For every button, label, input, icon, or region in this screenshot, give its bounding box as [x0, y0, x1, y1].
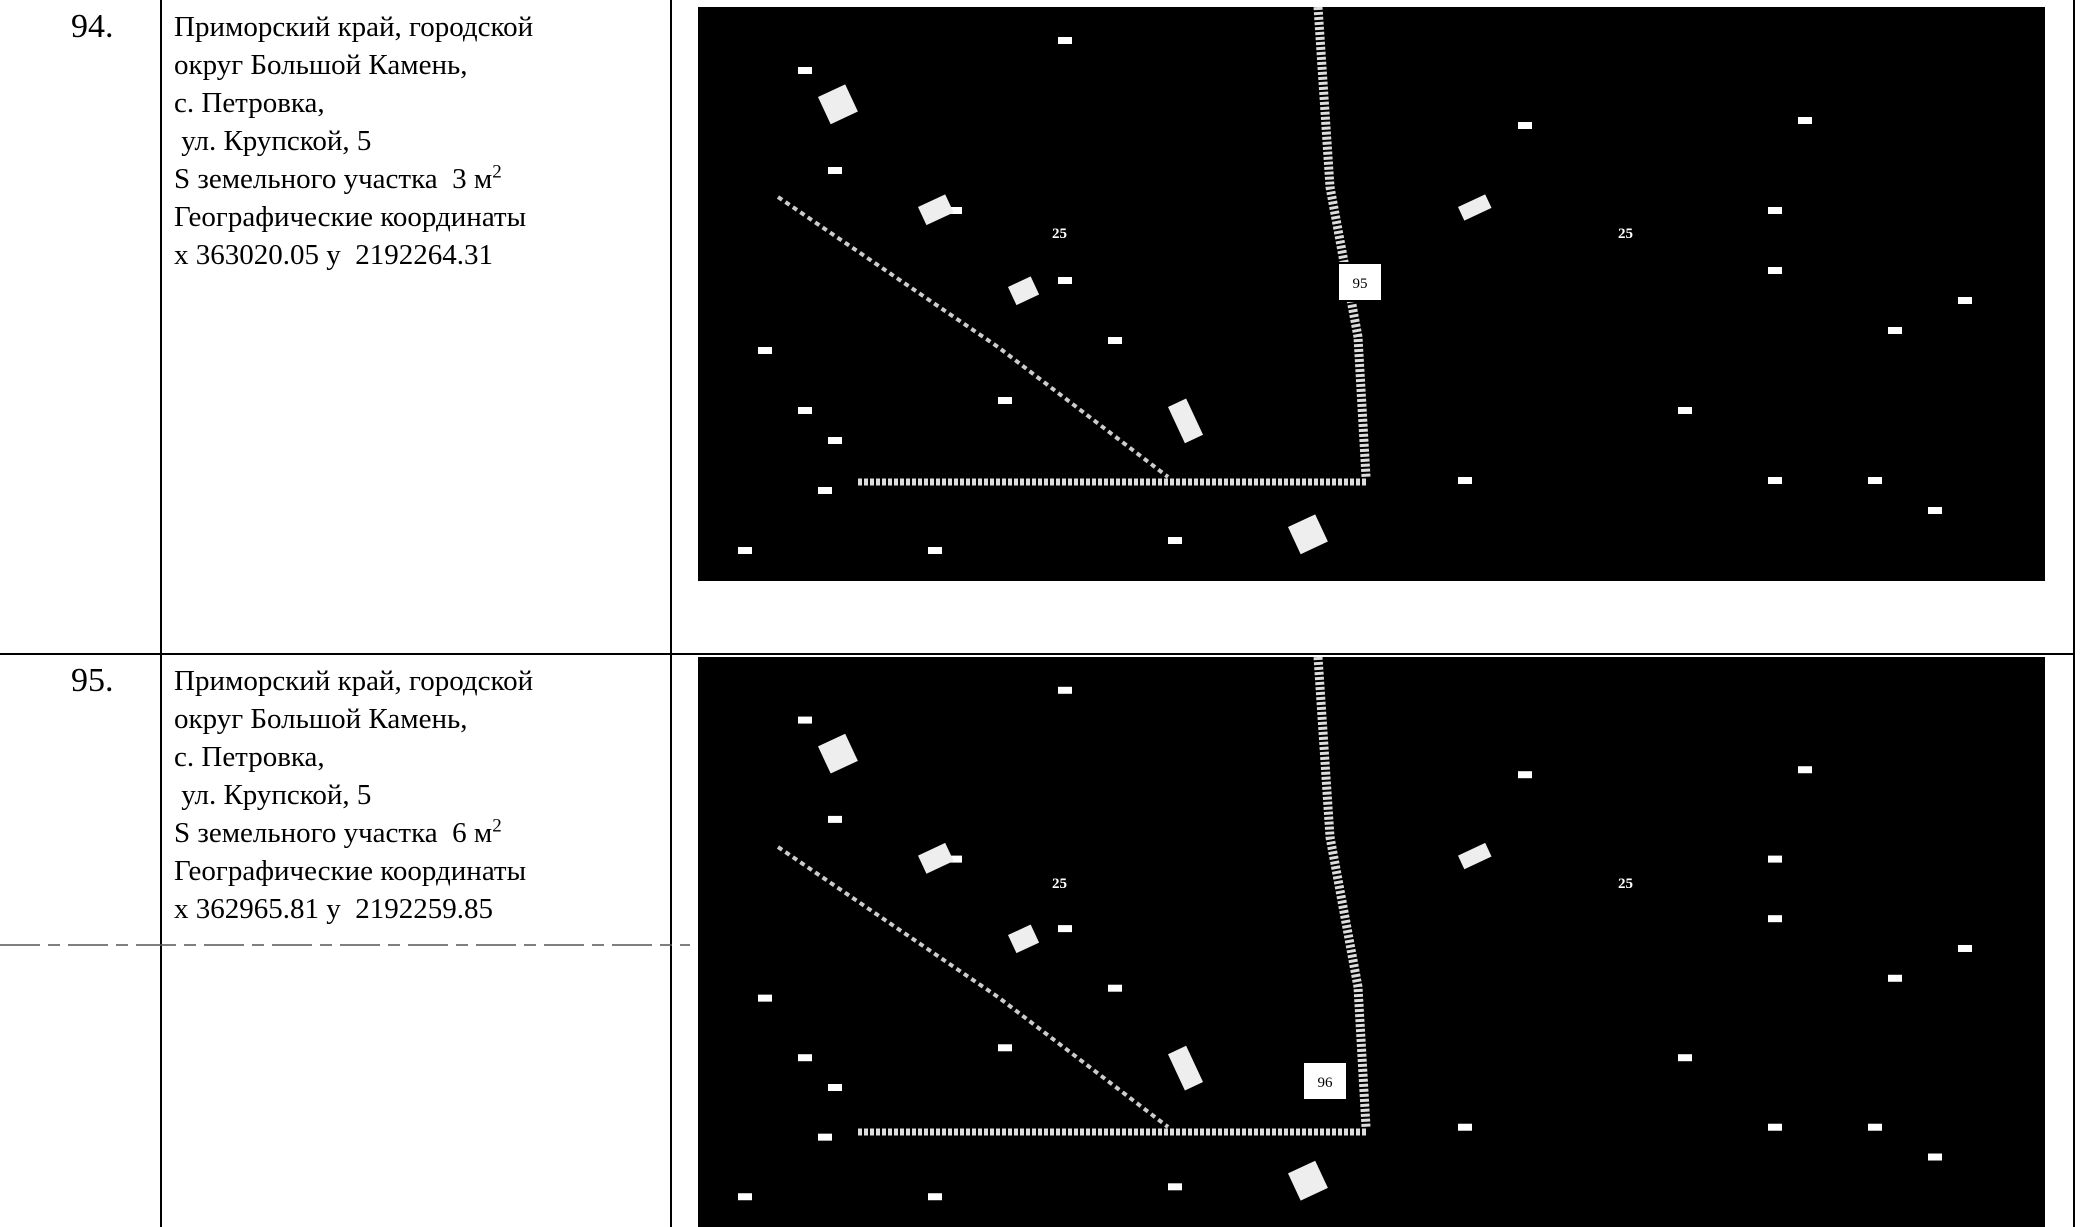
map-feature: [818, 1133, 832, 1141]
superscript: 2: [492, 815, 502, 837]
road: [776, 845, 1170, 1129]
row-number: 94.: [71, 8, 114, 45]
road: [1313, 656, 1371, 1128]
parcel-tag: [1302, 1061, 1348, 1101]
map-label: 25: [1618, 226, 1633, 242]
row-text-line: округ Большой Камень,: [174, 703, 468, 735]
row-text-line: S земельного участка 6 м2: [174, 815, 502, 849]
map-building: [1288, 1160, 1328, 1201]
map-feature: [948, 855, 962, 863]
map-feature: [1768, 207, 1782, 214]
map-feature: [1458, 477, 1472, 484]
map-feature: [1958, 944, 1972, 952]
map-building: [1168, 398, 1204, 444]
map-label: 25: [1052, 226, 1067, 242]
map-feature: [1888, 327, 1902, 334]
road: [776, 195, 1170, 479]
parcel-tag: [1337, 262, 1383, 302]
map-feature: [1768, 915, 1782, 923]
map-feature: [948, 207, 962, 214]
map-feature: [828, 167, 842, 174]
map-building: [918, 194, 954, 226]
map-feature: [1888, 974, 1902, 982]
map-feature: [1518, 122, 1532, 129]
map-feature: [1108, 337, 1122, 344]
map-feature: [1798, 117, 1812, 124]
row-number: 95.: [71, 662, 114, 699]
map-feature: [1798, 766, 1812, 774]
map-building: [1008, 924, 1040, 954]
map-feature: [1108, 984, 1122, 992]
map-feature: [828, 815, 842, 823]
map-feature: [1678, 407, 1692, 414]
row-text-line: ул. Крупской, 5: [174, 125, 372, 157]
map-feature: [738, 547, 752, 554]
superscript: 2: [492, 161, 502, 183]
map-building: [1168, 1045, 1204, 1091]
map-feature: [1458, 1123, 1472, 1131]
row-text-line: Приморский край, городской: [174, 665, 534, 697]
map-feature: [798, 1054, 812, 1062]
map-feature: [798, 407, 812, 414]
map-feature: [1768, 477, 1782, 484]
map-feature: [1868, 477, 1882, 484]
row-text-line: ул. Крупской, 5: [174, 779, 372, 811]
map-feature: [1768, 1123, 1782, 1131]
map-feature: [798, 716, 812, 724]
map-feature: [998, 397, 1012, 404]
map-feature: [1868, 1123, 1882, 1131]
map-feature: [798, 67, 812, 74]
map-feature: [1928, 1153, 1942, 1161]
map-feature: [1518, 771, 1532, 779]
map-feature: [758, 347, 772, 354]
map-feature: [1928, 507, 1942, 514]
map-image: 25 25 96: [698, 656, 2045, 1227]
map-feature: [828, 1084, 842, 1092]
row-text-line: S земельного участка 3 м2: [174, 161, 502, 195]
row-text-line: Географические координаты: [174, 201, 527, 233]
map-background: [698, 657, 2045, 1227]
row-text-line: с. Петровка,: [174, 741, 325, 773]
map-building: [918, 842, 954, 874]
row-text-line: Приморский край, городской: [174, 11, 534, 43]
map-feature: [758, 994, 772, 1002]
map-feature: [1058, 37, 1072, 44]
row-text-line: Географические координаты: [174, 855, 527, 887]
map-building: [818, 84, 858, 125]
map-feature: [928, 547, 942, 554]
map-feature: [1058, 925, 1072, 933]
map-feature: [1768, 855, 1782, 863]
map-building: [1458, 842, 1492, 870]
row-text-line: x 362965.81 y 2192259.85: [174, 893, 493, 925]
map-image: 25 25 95: [698, 6, 2045, 581]
map-feature: [1058, 686, 1072, 694]
row-text-line: x 363020.05 y 2192264.31: [174, 239, 493, 271]
map-feature: [828, 437, 842, 444]
map-building: [818, 733, 858, 774]
map-feature: [818, 487, 832, 494]
map-building: [1288, 514, 1328, 555]
map-label: 25: [1052, 876, 1067, 892]
parcel-tag-label: 95: [1353, 276, 1368, 292]
parcel-tag-label: 96: [1318, 1075, 1334, 1091]
row-text-line: с. Петровка,: [174, 87, 325, 119]
map-feature: [1678, 1054, 1692, 1062]
map-label: 25: [1618, 876, 1633, 892]
map-feature: [738, 1193, 752, 1201]
map-feature: [1058, 277, 1072, 284]
row-text-line: округ Большой Камень,: [174, 49, 468, 81]
map-feature: [1168, 1183, 1182, 1191]
map-feature: [1958, 297, 1972, 304]
map-feature: [1168, 537, 1182, 544]
map-feature: [928, 1193, 942, 1201]
map-building: [1008, 276, 1040, 306]
map-feature: [998, 1044, 1012, 1052]
map-building: [1458, 194, 1492, 221]
map-feature: [1768, 267, 1782, 274]
